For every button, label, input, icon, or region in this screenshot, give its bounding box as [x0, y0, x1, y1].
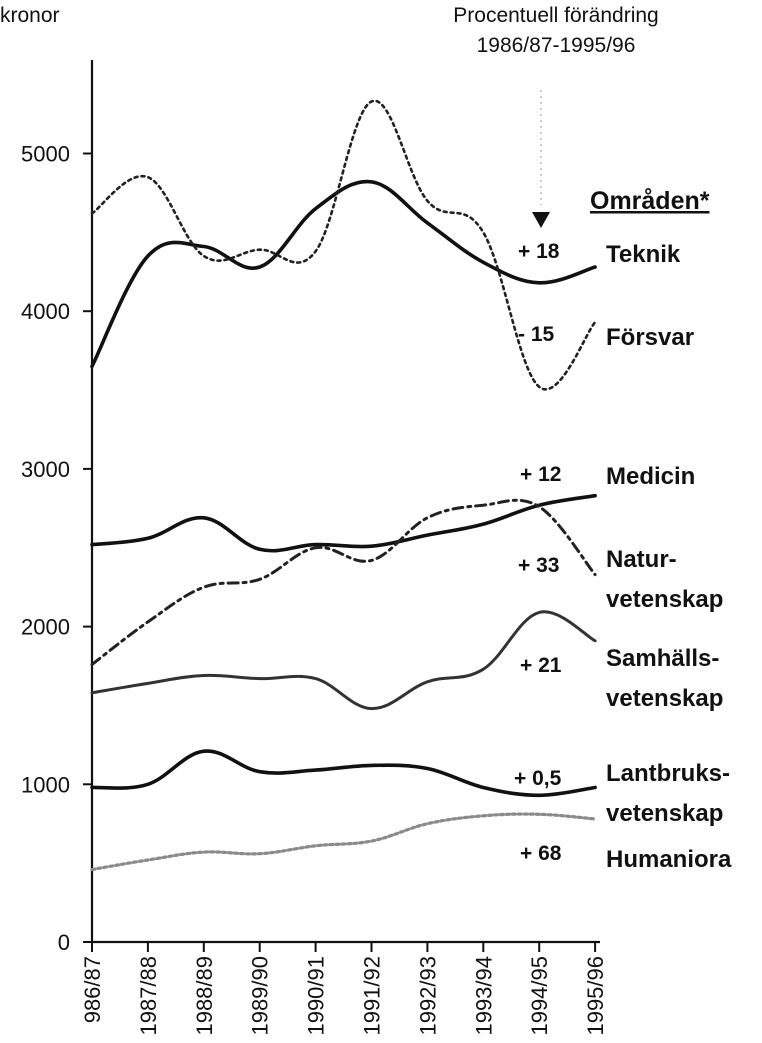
arrow-marker	[532, 90, 550, 228]
series-change-label: + 68	[520, 842, 562, 865]
series-line-naturvetenskap	[90, 498, 597, 666]
x-tick-label: 1990/91	[304, 956, 329, 1036]
series-name-label: vetenskap	[606, 800, 723, 827]
x-tick-label: 986/87	[80, 956, 105, 1023]
y-tick-label: 3000	[21, 457, 70, 482]
series-change-label: + 21	[520, 654, 562, 677]
y-axis-label: kronor	[0, 4, 60, 27]
series-name-label: vetenskap	[606, 586, 723, 613]
x-tick-label: 1987/88	[136, 956, 161, 1036]
x-tick-label: 1989/90	[248, 956, 273, 1036]
x-tick-label: 1993/94	[471, 956, 496, 1036]
x-tick-label: 1994/95	[527, 956, 552, 1036]
series-line-medicin	[90, 493, 597, 553]
chart-header: Procentuell förändring 1986/87-1995/96	[453, 4, 658, 57]
series-lines	[90, 99, 597, 872]
axes: 0 1000 2000 3000 4000 5000 986/87 1987/88 1988/8…	[21, 60, 608, 1036]
series-name-label: vetenskap	[606, 685, 723, 712]
legend-heading: Områden*	[590, 187, 710, 215]
series-change-label: + 12	[520, 463, 561, 486]
series-name-label: Lantbruks-	[606, 760, 730, 787]
header-line-1: Procentuell förändring	[453, 4, 658, 27]
arrow-down-icon	[532, 212, 550, 228]
series-change-label: + 18	[518, 240, 560, 263]
series-line-humaniora	[90, 812, 597, 872]
series-name-label: Samhälls-	[606, 645, 719, 672]
series-name-label: Humaniora	[606, 846, 732, 873]
series-line-försvar	[90, 99, 597, 391]
x-tick-label: 1991/92	[360, 956, 385, 1036]
series-labels: Teknik + 18 Försvar - 15 Medicin + 12 Natur-ve…	[514, 240, 732, 873]
x-tick-label: 1992/93	[415, 956, 440, 1036]
y-tick-label: 0	[58, 930, 70, 955]
series-name-label: Natur-	[606, 546, 677, 573]
series-name-label: Försvar	[606, 324, 694, 351]
series-change-label: + 0,5	[514, 767, 562, 790]
x-tick-label: 1995/96	[583, 956, 608, 1036]
y-tick-label: 5000	[21, 142, 70, 167]
x-tick-label: 1988/89	[192, 956, 217, 1036]
y-tick-label: 2000	[21, 615, 70, 640]
series-line-lantbruksvetenskap	[90, 749, 597, 798]
series-line-teknik	[90, 179, 597, 369]
series-name-label: Teknik	[606, 241, 681, 268]
y-tick-label: 1000	[21, 772, 70, 797]
series-change-label: - 15	[518, 323, 555, 346]
series-change-label: + 33	[518, 554, 559, 577]
header-line-2: 1986/87-1995/96	[477, 34, 636, 57]
series-line-samhällsvetenskap	[90, 610, 597, 711]
series-name-label: Medicin	[606, 463, 695, 490]
y-tick-label: 4000	[21, 299, 70, 324]
